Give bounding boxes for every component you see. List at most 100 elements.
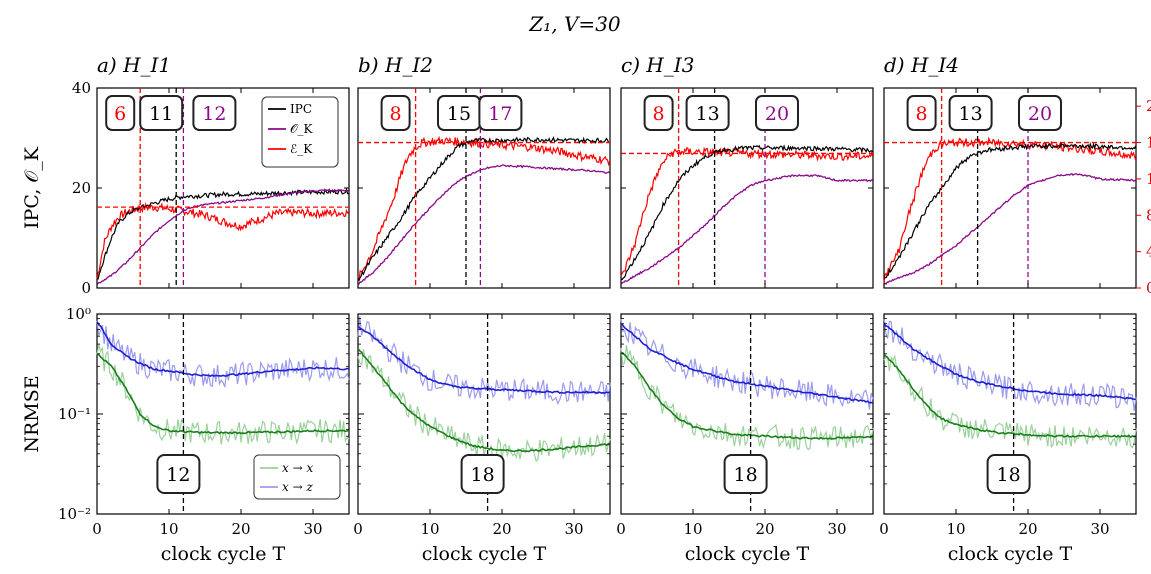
series-xx-smooth xyxy=(620,351,874,440)
top-axes: 8 15 17 xyxy=(357,87,611,289)
series-xx-raw xyxy=(883,354,1137,449)
y-tick-label: 10⁰ xyxy=(66,305,91,323)
y-tick-label: 10⁻¹ xyxy=(58,405,91,423)
y-tick-label: 40 xyxy=(72,79,91,97)
optimum-box-label: 18 xyxy=(471,464,495,486)
value-box-label: 15 xyxy=(447,103,471,125)
series-xz-smooth xyxy=(883,322,1137,401)
panel-2: b) H_I2 8 15 17 18 0 10 20 30 clock cycle T xyxy=(353,53,611,565)
x-axis-label: clock cycle T xyxy=(685,543,810,565)
optimum-box-label: 12 xyxy=(166,464,190,486)
right-y-tick-label: 20 xyxy=(1146,97,1151,115)
value-box-label: 12 xyxy=(202,103,226,125)
legend-label: ℰ_K xyxy=(290,142,313,156)
x-tick-label: 30 xyxy=(303,520,322,538)
legend-box xyxy=(253,454,341,500)
optimum-box xyxy=(986,454,1031,494)
series-xz-smooth xyxy=(620,323,874,405)
top-axes: 8 13 20 xyxy=(620,87,874,289)
series-xx-smooth xyxy=(357,348,611,453)
right-y-tick-label: 4 xyxy=(1146,243,1151,261)
panel-3: c) H_I3 8 13 20 18 0 10 20 30 clock cycle T xyxy=(616,53,874,565)
series-ok-line xyxy=(620,174,873,285)
x-tick-label: 10 xyxy=(946,520,965,538)
optimum-box-label: 18 xyxy=(734,464,758,486)
top-axes: 8 13 20 0 4 8 12 16 20 xyxy=(883,87,1151,297)
series-xx-raw xyxy=(96,344,350,446)
series-xz-raw xyxy=(357,316,611,406)
series-xz-smooth xyxy=(96,321,350,377)
bottom-axes: 12 10⁻² 10⁻¹ 10⁰ 0 10 20 30 x → x x → z xyxy=(58,305,350,538)
x-tick-label: 0 xyxy=(616,520,626,538)
value-box-label: 20 xyxy=(1028,103,1052,125)
series-xx-smooth xyxy=(96,353,350,435)
x-tick-label: 20 xyxy=(1018,520,1037,538)
panel-1: a) H_I1 6 11 12 0 20 40 IPC 𝒪_K ℰ_K 12 10⁻² 10⁻¹ 10⁰ 0… xyxy=(58,53,350,565)
x-tick-label: 20 xyxy=(492,520,511,538)
bottom-y-label: NRMSE xyxy=(21,375,43,452)
series-ek-line xyxy=(357,135,611,282)
right-y-tick-label: 12 xyxy=(1146,170,1151,188)
value-box xyxy=(139,95,184,131)
value-box-label: 8 xyxy=(390,103,402,125)
right-y-tick-label: 16 xyxy=(1146,134,1151,152)
value-box xyxy=(685,95,730,131)
x-axis-label: clock cycle T xyxy=(948,543,1073,565)
series-xz-raw xyxy=(96,320,350,388)
x-tick-label: 20 xyxy=(755,520,774,538)
series-xz-raw xyxy=(620,318,874,410)
legend-label: x → z xyxy=(282,480,313,494)
value-box-label: 17 xyxy=(488,103,512,125)
optimum-box xyxy=(460,454,505,494)
series-xx-raw xyxy=(357,349,611,463)
value-box xyxy=(478,95,523,131)
bottom-axes: 18 0 10 20 30 xyxy=(353,313,611,538)
panel-title: a) H_I1 xyxy=(97,53,171,77)
series-ok-line xyxy=(357,164,611,286)
panels: a) H_I16 11 1202040IPC𝒪_Kℰ_K1210⁻²10⁻¹10⁰0… xyxy=(58,53,1151,565)
legend-label: 𝒪_K xyxy=(290,122,314,136)
y-tick-label: 20 xyxy=(72,179,91,197)
x-axis-label: clock cycle T xyxy=(422,543,547,565)
value-box-label: 6 xyxy=(114,103,126,125)
value-box xyxy=(380,95,411,131)
optimum-box xyxy=(723,454,768,494)
y-tick-label: 0 xyxy=(81,279,91,297)
top-y-label: IPC, 𝒪_K xyxy=(21,146,43,229)
series-ipc-line xyxy=(357,136,610,282)
x-tick-label: 30 xyxy=(564,520,583,538)
panel-title: d) H_I4 xyxy=(884,53,959,77)
value-box xyxy=(192,95,237,131)
series-xz-smooth xyxy=(357,325,611,394)
value-box-label: 11 xyxy=(149,103,173,125)
value-box-label: 13 xyxy=(696,103,720,125)
top-axes: 6 11 12 0 20 40 IPC 𝒪_K ℰ_K xyxy=(72,79,350,297)
value-box xyxy=(105,95,136,131)
series-ek-line xyxy=(96,202,349,280)
x-tick-label: 0 xyxy=(92,520,102,538)
bottom-axes: 18 0 10 20 30 xyxy=(616,313,874,538)
bottom-axes: 18 0 10 20 30 xyxy=(879,313,1137,538)
legend-label: x → x xyxy=(282,461,313,475)
x-tick-label: 30 xyxy=(827,520,846,538)
x-tick-label: 0 xyxy=(353,520,363,538)
x-tick-label: 0 xyxy=(879,520,889,538)
value-box xyxy=(643,95,674,131)
optimum-box-label: 18 xyxy=(997,464,1021,486)
x-tick-label: 10 xyxy=(683,520,702,538)
right-y-tick-label: 0 xyxy=(1146,279,1151,297)
x-tick-label: 10 xyxy=(159,520,178,538)
x-tick-label: 10 xyxy=(420,520,439,538)
x-tick-label: 20 xyxy=(231,520,250,538)
value-box xyxy=(1018,95,1062,131)
value-box-label: 8 xyxy=(653,103,665,125)
x-tick-label: 30 xyxy=(1090,520,1109,538)
series-ek-line xyxy=(620,146,874,277)
y-tick-label: 10⁻² xyxy=(58,505,91,523)
value-box-label: 8 xyxy=(916,103,928,125)
right-y-tick-label: 8 xyxy=(1146,206,1151,224)
series-xz-raw xyxy=(883,316,1137,411)
value-box xyxy=(948,95,993,131)
series-xx-smooth xyxy=(883,353,1137,439)
